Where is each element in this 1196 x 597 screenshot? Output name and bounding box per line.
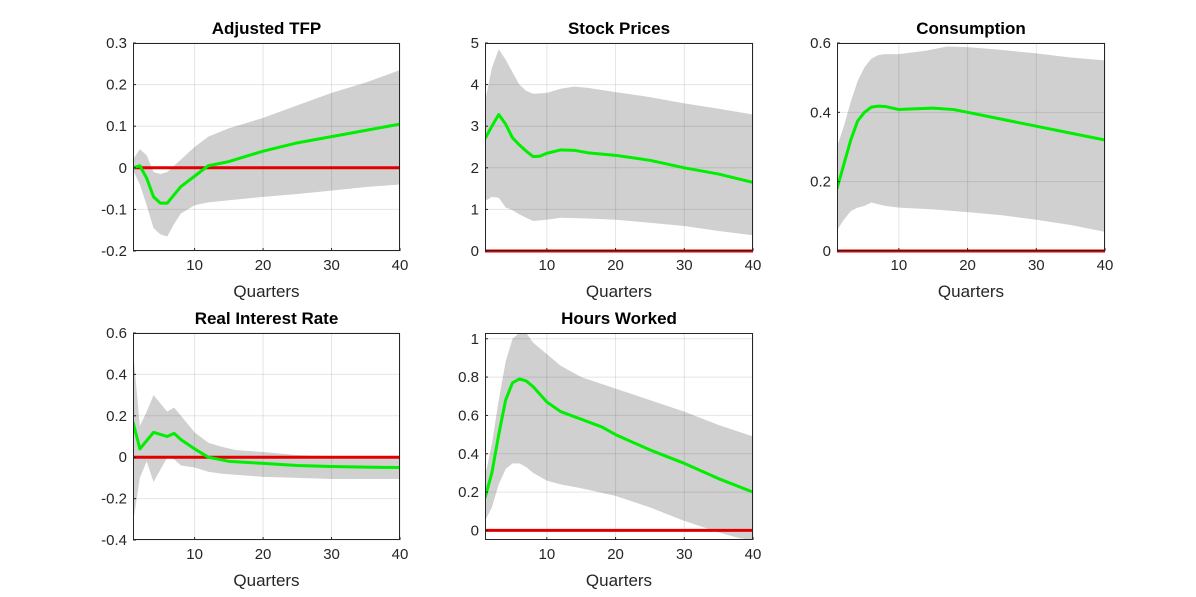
- stock-prices-xtick-label: 30: [676, 257, 693, 274]
- real-interest-rate-confidence-band: [133, 349, 400, 524]
- consumption-axes-box: [837, 43, 1105, 251]
- consumption-title: Consumption: [916, 19, 1026, 38]
- real-interest-rate-xtick-label: 40: [392, 546, 409, 563]
- consumption-ytick-label: 0: [823, 243, 831, 260]
- adjusted-tfp-xtick-label: 40: [392, 257, 409, 274]
- consumption-confidence-band: [837, 46, 1105, 232]
- real-interest-rate-xtick-label: 30: [323, 546, 340, 563]
- consumption-xlabel: Quarters: [938, 282, 1004, 301]
- stock-prices-xlabel: Quarters: [586, 282, 652, 301]
- consumption-xtick-label: 20: [959, 257, 976, 274]
- adjusted-tfp-xlabel: Quarters: [233, 282, 299, 301]
- real-interest-rate-ytick-label: -0.4: [101, 532, 127, 549]
- hours-worked-xtick-label: 40: [745, 546, 762, 563]
- consumption-panel: 10 20 30 40 0 0.2 0.4 0.6 Consumption Quarters: [810, 19, 1113, 301]
- real-interest-rate-panel: 10 20 30 40 -0.4 -0.2 0 0.2 0.4 0.6 Real Interest …: [101, 309, 408, 590]
- consumption-xtick-label: 10: [891, 257, 908, 274]
- real-interest-rate-ytick-label: 0.6: [106, 325, 127, 342]
- stock-prices-ytick-label: 2: [471, 160, 479, 177]
- adjusted-tfp-xtick-label: 10: [186, 257, 203, 274]
- stock-prices-xtick-label: 40: [745, 257, 762, 274]
- real-interest-rate-ytick-label: 0: [119, 449, 127, 466]
- stock-prices-irf-line: [485, 113, 753, 184]
- adjusted-tfp-confidence-band: [133, 70, 400, 237]
- stock-prices-title: Stock Prices: [568, 19, 670, 38]
- hours-worked-xtick-label: 10: [539, 546, 556, 563]
- consumption-ytick-label: 0.2: [810, 174, 831, 191]
- real-interest-rate-title: Real Interest Rate: [195, 309, 339, 328]
- hours-worked-xtick-label: 20: [607, 546, 624, 563]
- real-interest-rate-ytick-label: -0.2: [101, 491, 127, 508]
- real-interest-rate-axes-box: [133, 333, 400, 540]
- stock-prices-axes-box: [485, 43, 753, 251]
- adjusted-tfp-ytick-label: -0.2: [101, 243, 127, 260]
- hours-worked-panel: 10 20 30 40 0 0.2 0.4 0.6 0.8 1 Hours Worked Quarte…: [458, 309, 761, 590]
- adjusted-tfp-ytick-label: 0.2: [106, 77, 127, 94]
- consumption-ytick-label: 0.4: [810, 104, 831, 121]
- hours-worked-xlabel: Quarters: [586, 571, 652, 590]
- adjusted-tfp-title: Adjusted TFP: [212, 19, 322, 38]
- hours-worked-ytick-label: 1: [471, 331, 479, 348]
- hours-worked-ytick-label: 0.6: [458, 407, 479, 424]
- adjusted-tfp-panel: 10 20 30 40 -0.2 -0.1 0 0.1 0.2 0.3 Adjusted TFP Qu…: [101, 19, 408, 301]
- stock-prices-confidence-band: [485, 49, 753, 236]
- consumption-ytick-label: 0.6: [810, 35, 831, 52]
- hours-worked-irf-line: [485, 377, 753, 499]
- hours-worked-title: Hours Worked: [561, 309, 677, 328]
- stock-prices-xtick-label: 20: [607, 257, 624, 274]
- hours-worked-axes-box: [485, 333, 753, 540]
- adjusted-tfp-irf-line: [133, 122, 400, 205]
- stock-prices-xtick-label: 10: [539, 257, 556, 274]
- hours-worked-ytick-label: 0.4: [458, 446, 479, 463]
- stock-prices-ytick-label: 1: [471, 201, 479, 218]
- hours-worked-ytick-label: 0.8: [458, 369, 479, 386]
- adjusted-tfp-ytick-label: -0.1: [101, 201, 127, 218]
- real-interest-rate-ytick-label: 0.2: [106, 408, 127, 425]
- real-interest-rate-xlabel: Quarters: [233, 571, 299, 590]
- consumption-irf-line: [837, 104, 1105, 190]
- stock-prices-ytick-label: 0: [471, 243, 479, 260]
- real-interest-rate-irf-line: [133, 421, 400, 470]
- adjusted-tfp-xtick-label: 20: [255, 257, 272, 274]
- adjusted-tfp-xtick-label: 30: [323, 257, 340, 274]
- stock-prices-panel: 10 20 30 40 0 1 2 3 4 5 Stock Prices Quarters: [471, 19, 762, 301]
- consumption-xtick-label: 40: [1097, 257, 1114, 274]
- hours-worked-xtick-label: 30: [676, 546, 693, 563]
- real-interest-rate-ytick-label: 0.4: [106, 366, 127, 383]
- hours-worked-ytick-label: 0.2: [458, 484, 479, 501]
- real-interest-rate-xtick-label: 20: [255, 546, 272, 563]
- stock-prices-ytick-label: 3: [471, 118, 479, 135]
- hours-worked-ytick-label: 0: [471, 522, 479, 539]
- adjusted-tfp-axes-box: [133, 43, 400, 251]
- stock-prices-ytick-label: 5: [471, 35, 479, 52]
- adjusted-tfp-ytick-label: 0: [119, 160, 127, 177]
- stock-prices-ytick-label: 4: [471, 77, 479, 94]
- real-interest-rate-xtick-label: 10: [186, 546, 203, 563]
- adjusted-tfp-ytick-label: 0.3: [106, 35, 127, 52]
- adjusted-tfp-ytick-label: 0.1: [106, 118, 127, 135]
- consumption-xtick-label: 30: [1028, 257, 1045, 274]
